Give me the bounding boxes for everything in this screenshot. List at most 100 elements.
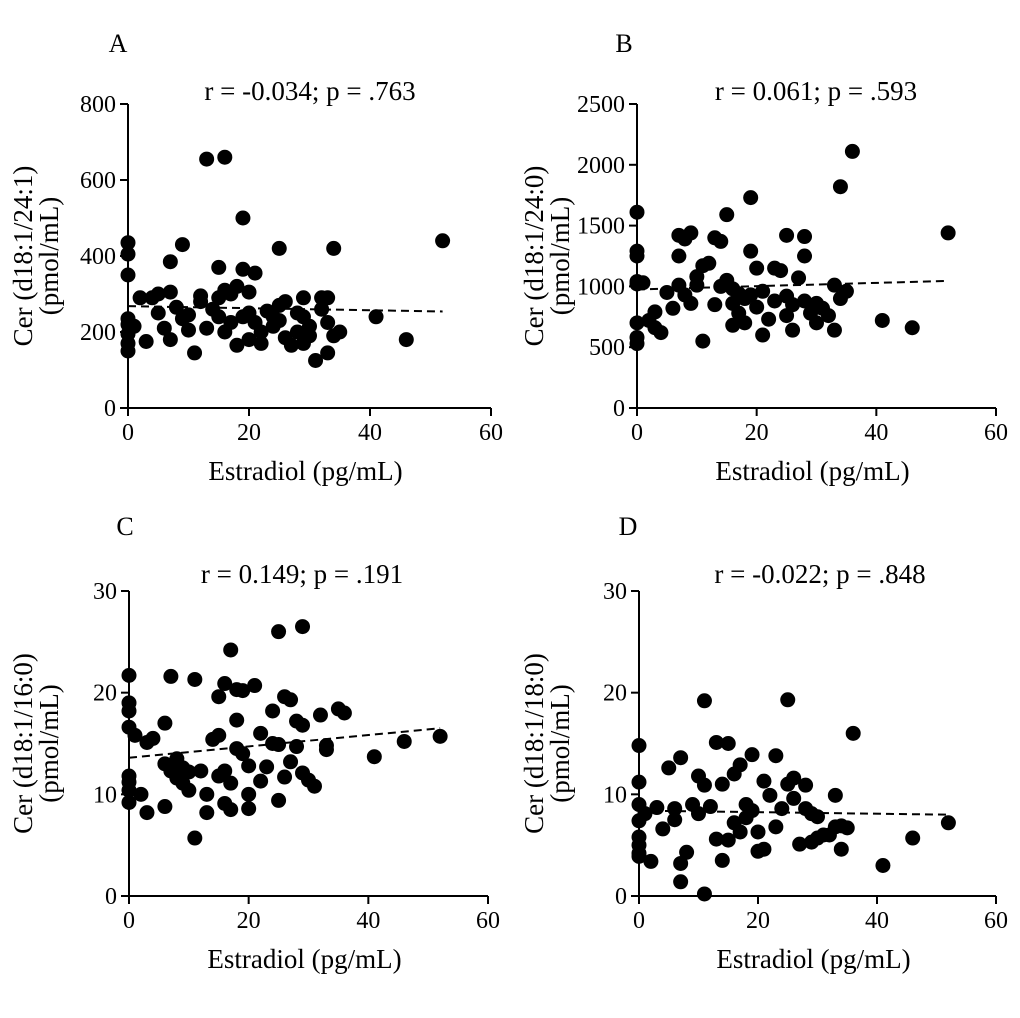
data-point (181, 782, 197, 798)
y-tick-label: 800 (80, 92, 116, 118)
data-point (696, 693, 712, 709)
data-point (150, 305, 166, 321)
data-point (629, 248, 645, 264)
data-point (193, 763, 209, 779)
data-point (756, 773, 772, 789)
stat-annotation-d: r = -0.022; p = .848 (714, 559, 925, 589)
data-point (786, 790, 802, 806)
data-point (785, 322, 801, 338)
y-tick-label: 0 (104, 396, 116, 422)
data-point (283, 754, 299, 770)
data-point (247, 265, 263, 281)
data-point (826, 277, 842, 293)
x-tick-label: 20 (237, 908, 261, 934)
data-point (701, 255, 717, 271)
data-point (277, 769, 293, 785)
data-point (138, 334, 154, 349)
data-point (133, 786, 149, 802)
data-point (779, 308, 795, 324)
x-tick-label: 20 (746, 908, 770, 934)
data-point (193, 288, 209, 304)
data-point (683, 295, 699, 311)
data-point (743, 287, 759, 303)
data-point (241, 786, 257, 802)
data-point (336, 705, 352, 721)
data-point (689, 277, 705, 293)
data-point (720, 832, 736, 848)
y-axis-title-a: Cer (d18:1/24:1) (8, 166, 38, 347)
data-point (187, 830, 203, 846)
data-point (120, 246, 136, 262)
y-tick-label: 2500 (577, 92, 625, 118)
data-point (163, 668, 179, 684)
data-point (809, 315, 824, 331)
data-point (326, 240, 342, 256)
data-point (720, 736, 736, 751)
data-point (223, 315, 239, 330)
data-point (259, 759, 275, 775)
data-point (432, 728, 448, 744)
y-tick-label: 0 (615, 884, 627, 910)
data-point (120, 267, 136, 283)
data-point (318, 742, 334, 758)
data-point (289, 324, 305, 340)
data-point (120, 235, 136, 251)
data-point (223, 802, 239, 818)
y-tick-label: 1500 (577, 214, 625, 240)
data-point (223, 642, 239, 658)
data-point (768, 748, 784, 764)
data-point (289, 739, 305, 755)
data-point (396, 733, 412, 749)
y-tick-label: 30 (603, 579, 627, 605)
y-tick-label: 400 (80, 244, 116, 270)
data-point (773, 263, 789, 279)
data-point (241, 284, 257, 300)
data-point (253, 324, 269, 340)
data-point (661, 760, 677, 776)
x-tick-label: 40 (356, 908, 380, 934)
data-point (253, 725, 269, 741)
y-tick-label: 20 (603, 681, 627, 707)
data-point (820, 308, 836, 324)
y-tick-label: 1000 (577, 274, 625, 300)
data-point (768, 819, 784, 835)
data-point (653, 325, 669, 341)
data-point (785, 297, 801, 313)
data-point (168, 299, 184, 315)
data-point (121, 782, 137, 798)
data-point (797, 229, 813, 245)
x-tick-label: 40 (864, 420, 888, 446)
x-tick-label: 0 (122, 420, 134, 446)
data-point (332, 324, 348, 340)
data-point (631, 848, 647, 864)
data-point (744, 747, 760, 763)
x-tick-label: 40 (358, 420, 382, 446)
data-point (756, 841, 772, 857)
x-tick-label: 20 (745, 420, 769, 446)
y-tick-label: 0 (105, 884, 117, 910)
data-point (683, 225, 699, 241)
y-axis-title-b: Cer (d18:1/24:0) (519, 166, 549, 347)
data-point (665, 300, 681, 316)
data-point (241, 758, 257, 774)
data-point (826, 322, 842, 338)
data-point (673, 855, 689, 871)
data-point (673, 750, 689, 766)
data-point (132, 290, 148, 306)
data-point (295, 290, 311, 306)
data-point (271, 240, 287, 256)
x-tick-label: 60 (984, 908, 1008, 934)
y-tick-label: 200 (80, 320, 116, 346)
data-point (714, 852, 730, 868)
data-point (211, 727, 227, 743)
stat-annotation-b: r = 0.061; p = .593 (715, 76, 917, 106)
data-point (181, 764, 197, 780)
y-tick-label: 600 (80, 168, 116, 194)
data-point (156, 320, 172, 336)
data-point (253, 335, 269, 351)
data-point (283, 692, 299, 708)
data-point (314, 301, 330, 317)
data-point (157, 799, 173, 815)
y-tick-label: 2000 (577, 153, 625, 179)
data-point (211, 689, 227, 705)
